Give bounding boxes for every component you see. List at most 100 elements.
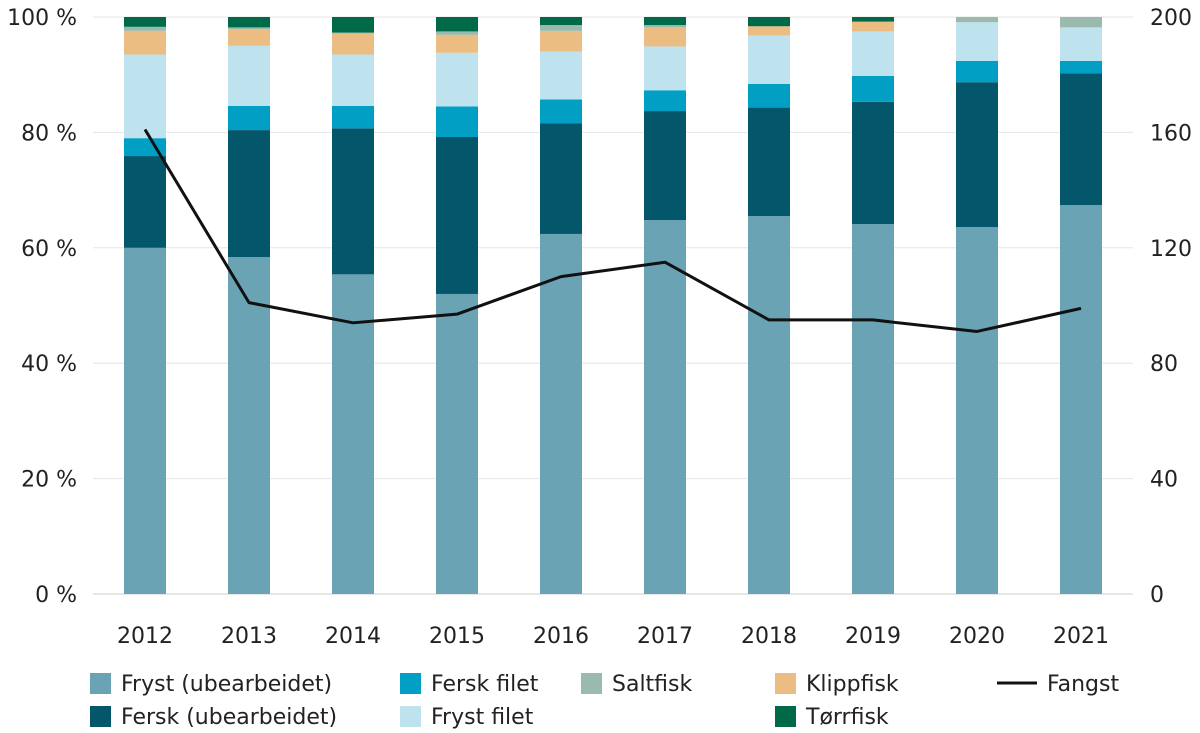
legend-label: Fryst filet: [431, 705, 534, 730]
bar-segment: [540, 99, 582, 124]
bar-segment: [124, 26, 166, 31]
bar-segment: [1060, 27, 1102, 61]
bar-segment: [748, 17, 790, 27]
legend-swatch: [775, 673, 796, 694]
y-right-tick-label: 120: [1150, 237, 1192, 262]
bar-segment: [436, 293, 478, 594]
bar-segment: [540, 30, 582, 52]
legend-swatch: [775, 706, 796, 727]
bar-segment: [748, 216, 790, 594]
legend-label: Fersk (ubearbeidet): [121, 705, 337, 730]
x-tick-label: 2018: [741, 624, 797, 649]
bar-segment: [332, 17, 374, 33]
legend-label: Saltfisk: [612, 672, 693, 697]
bar-segment: [332, 32, 374, 34]
bar-segment: [228, 45, 270, 106]
bar-segment: [124, 17, 166, 27]
bar-segment: [644, 25, 686, 28]
bars: [124, 17, 1102, 595]
fangst-line-path: [143, 128, 1082, 333]
bar-segment: [748, 83, 790, 108]
bar-segment: [540, 25, 582, 31]
bar-segment: [332, 274, 374, 594]
legend-label: Fangst: [1047, 672, 1119, 697]
bar-segment: [644, 46, 686, 91]
bar-segment: [644, 111, 686, 221]
bar-segment: [852, 17, 894, 22]
bar-segment: [436, 106, 478, 138]
x-tick-label: 2012: [117, 624, 173, 649]
bar-segment: [852, 21, 894, 32]
y-left-tick-label: 0 %: [35, 583, 77, 608]
y-right-tick-label: 0: [1150, 583, 1164, 608]
x-tick-label: 2017: [637, 624, 693, 649]
bar-segment: [540, 17, 582, 26]
y-right-tick-label: 160: [1150, 121, 1192, 146]
bar-segment: [956, 60, 998, 83]
y-axis-right: 0 40 80 120 160 200: [1150, 6, 1192, 608]
bar-segment: [436, 34, 478, 53]
y-right-tick-label: 80: [1150, 352, 1178, 377]
bar-segment: [644, 27, 686, 47]
bar-segment: [956, 17, 998, 23]
x-tick-label: 2021: [1053, 624, 1109, 649]
x-axis: 2012 2013 2014 2015 2016 2017 2018 2019 2020 2021: [117, 624, 1109, 649]
y-axis-left: 0 % 20 % 40 % 60 % 80 % 100 %: [7, 6, 77, 608]
bar-segment: [852, 31, 894, 76]
x-tick-label: 2013: [221, 624, 277, 649]
bar-segment: [332, 128, 374, 275]
legend: Fryst (ubearbeidet) Fersk (ubearbeidet) Fe…: [90, 672, 1119, 730]
y-left-tick-label: 60 %: [21, 237, 77, 262]
bar-segment: [124, 138, 166, 157]
bar-segment: [228, 17, 270, 28]
bar-segment: [540, 123, 582, 234]
bar-segment: [436, 137, 478, 294]
legend-swatch: [581, 673, 602, 694]
x-tick-label: 2014: [325, 624, 381, 649]
bar-segment: [124, 156, 166, 248]
legend-swatch: [400, 673, 421, 694]
y-left-tick-label: 20 %: [21, 468, 77, 493]
y-right-tick-label: 40: [1150, 468, 1178, 493]
bar-segment: [332, 54, 374, 106]
bar-segment: [228, 130, 270, 258]
y-left-tick-label: 80 %: [21, 121, 77, 146]
bar-segment: [956, 22, 998, 61]
legend-label: Fryst (ubearbeidet): [121, 672, 332, 697]
bar-segment: [228, 105, 270, 131]
bar-segment: [748, 35, 790, 84]
bar-segment: [436, 31, 478, 35]
bar-segment: [436, 17, 478, 32]
bar-segment: [540, 51, 582, 100]
bar-segment: [852, 101, 894, 225]
bar-segment: [124, 247, 166, 595]
y-left-tick-label: 40 %: [21, 352, 77, 377]
bar-segment: [852, 75, 894, 102]
fangst-line: [143, 128, 1082, 333]
bar-segment: [540, 233, 582, 594]
legend-swatch: [90, 673, 111, 694]
bar-segment: [748, 107, 790, 217]
bar-segment: [852, 224, 894, 594]
bar-segment: [124, 30, 166, 55]
bar-segment: [228, 29, 270, 46]
legend-label: Tørrfisk: [805, 705, 889, 730]
x-tick-label: 2015: [429, 624, 485, 649]
x-tick-label: 2020: [949, 624, 1005, 649]
bar-segment: [956, 227, 998, 594]
bar-segment: [124, 54, 166, 139]
bar-segment: [644, 220, 686, 594]
bar-segment: [332, 33, 374, 55]
bar-segment: [748, 26, 790, 36]
bar-segment: [644, 90, 686, 112]
bar-segment: [436, 52, 478, 107]
bar-segment: [228, 257, 270, 594]
bar-segment: [228, 27, 270, 30]
bar-segment: [1060, 205, 1102, 595]
bar-segment: [956, 82, 998, 228]
legend-swatch: [400, 706, 421, 727]
legend-swatch: [90, 706, 111, 727]
x-tick-label: 2019: [845, 624, 901, 649]
x-tick-label: 2016: [533, 624, 589, 649]
